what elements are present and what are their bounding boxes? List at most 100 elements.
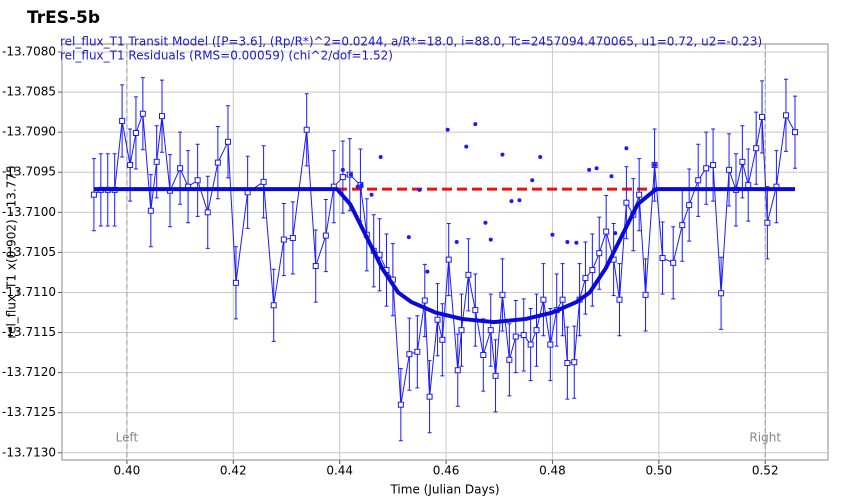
data-point [194, 177, 201, 184]
data-point [132, 129, 139, 136]
y-tick-label: -13.7085 [2, 85, 56, 99]
data-point [214, 159, 221, 166]
data-point [703, 165, 710, 172]
residual-point [340, 167, 345, 172]
data-point [540, 296, 547, 303]
x-tick-label: 0.48 [539, 464, 566, 478]
data-point [745, 182, 752, 189]
data-point [458, 327, 465, 334]
data-point [499, 291, 506, 298]
data-point [339, 174, 346, 181]
residual-point [500, 152, 505, 157]
residual-point [473, 122, 478, 127]
data-point [559, 296, 566, 303]
data-point [710, 162, 717, 169]
data-point [434, 316, 441, 323]
data-point [224, 138, 231, 145]
y-tick-label: -13.7100 [2, 205, 56, 219]
data-point [322, 232, 329, 239]
x-tick-label: 0.44 [326, 464, 353, 478]
data-point [695, 177, 702, 184]
data-point [445, 256, 452, 263]
y-tick-label: -13.7130 [2, 445, 56, 459]
y-tick-label: -13.7125 [2, 405, 56, 419]
data-point [686, 202, 693, 209]
x-tick-label: 0.52 [752, 464, 779, 478]
data-point [147, 207, 154, 214]
residual-point [445, 127, 450, 132]
data-point [782, 112, 789, 119]
data-point [759, 113, 766, 120]
residual-point [378, 155, 383, 160]
data-point [232, 279, 239, 286]
y-axis-title: rel_flux_T1 x(0.902) - 13.775 [5, 165, 19, 338]
residual-point [454, 239, 459, 244]
data-point [492, 372, 499, 379]
y-tick-label: -13.7080 [2, 45, 56, 59]
residual-point [594, 166, 599, 171]
residual-point [574, 240, 579, 245]
residual-point [348, 172, 353, 177]
data-point [547, 341, 554, 348]
residual-point [609, 174, 614, 179]
x-tick-label: 0.40 [114, 464, 141, 478]
y-tick-label: -13.7090 [2, 125, 56, 139]
marker-label: Left [116, 431, 139, 445]
x-tick-label: 0.46 [433, 464, 460, 478]
residual-point [359, 183, 364, 188]
data-point [596, 250, 603, 257]
data-point [289, 234, 296, 241]
data-point [670, 259, 677, 266]
data-point [582, 275, 589, 282]
y-tick-label: -13.7110 [2, 285, 56, 299]
data-point [679, 222, 686, 229]
data-point [397, 401, 404, 408]
x-axis-title: Time (Julian Days) [389, 483, 499, 497]
data-point [127, 162, 134, 169]
data-point [480, 351, 487, 358]
data-point [153, 158, 160, 165]
data-point [414, 348, 421, 355]
data-point [753, 145, 760, 152]
chart-title: TrES-5b [27, 8, 100, 28]
data-point [564, 360, 571, 367]
residual-point [530, 178, 535, 183]
data-point [472, 307, 479, 314]
residual-point [488, 237, 493, 242]
residual-point [464, 144, 469, 149]
data-point [312, 263, 319, 270]
residual-point [483, 220, 488, 225]
data-point [718, 290, 725, 297]
data-point [527, 341, 534, 348]
data-point [616, 296, 623, 303]
data-point [764, 219, 771, 226]
residual-point [517, 198, 522, 203]
data-point [119, 117, 126, 124]
data-point [792, 129, 799, 136]
marker-label: Right [749, 431, 781, 445]
data-point [90, 191, 97, 198]
residual-point [550, 232, 555, 237]
data-point [270, 302, 277, 309]
data-point [589, 267, 596, 274]
y-tick-label: -13.7120 [2, 365, 56, 379]
data-point [454, 367, 461, 374]
data-point [303, 126, 310, 133]
residual-point [652, 163, 657, 168]
residual-point [417, 187, 422, 192]
data-point [204, 209, 211, 216]
residual-point [406, 235, 411, 240]
data-point [571, 359, 578, 366]
y-tick-label: -13.7115 [2, 325, 56, 339]
residual-point [565, 239, 570, 244]
y-tick-label: -13.7105 [2, 245, 56, 259]
data-point [260, 178, 267, 185]
residual-point [369, 192, 374, 197]
data-point [520, 331, 527, 338]
data-point [177, 165, 184, 172]
residual-point [509, 199, 514, 204]
data-point [487, 327, 494, 334]
residual-point [624, 146, 629, 151]
x-tick-label: 0.42 [220, 464, 247, 478]
